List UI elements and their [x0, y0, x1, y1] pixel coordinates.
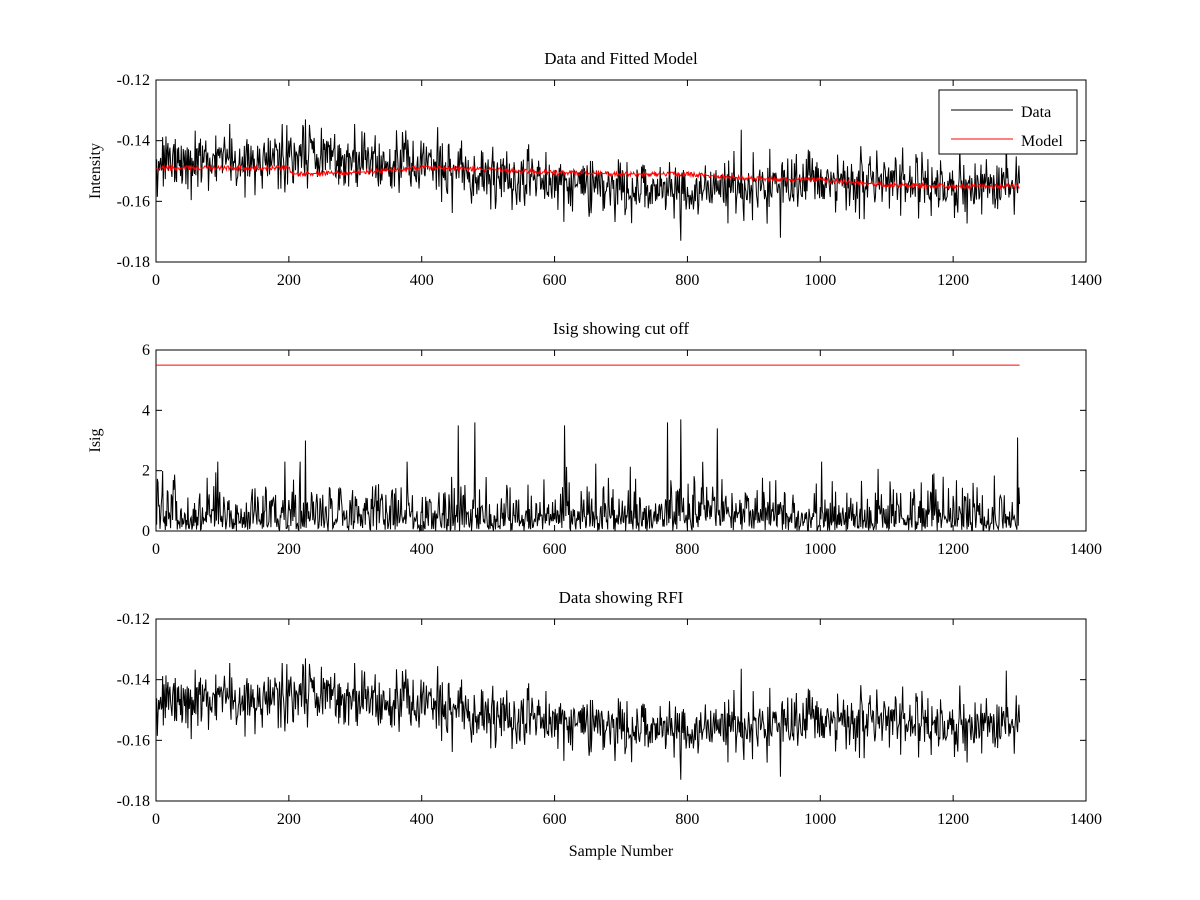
y-tick-label: -0.14 [117, 133, 150, 150]
x-tick-label: 0 [152, 272, 160, 289]
chart-title: Isig showing cut off [553, 319, 689, 338]
x-axis-label: Sample Number [569, 843, 674, 860]
x-tick-label: 1200 [937, 811, 969, 828]
x-tick-label: 1000 [804, 272, 836, 289]
chart-title: Data showing RFI [559, 588, 684, 607]
panel-1: 0 200 400 600 800 1000 1200 1400 -0.12 -0.14 -0.16… [87, 49, 1102, 289]
y-axis-label: Isig [87, 429, 104, 453]
x-tick-label: 400 [410, 541, 434, 558]
x-tick-label: 1200 [937, 541, 969, 558]
x-tick-label: 1000 [804, 541, 836, 558]
y-tick-label: -0.16 [117, 193, 150, 210]
y-tick-label: -0.16 [117, 732, 150, 749]
x-tick-label: 800 [675, 272, 699, 289]
x-tick-label: 600 [543, 541, 567, 558]
x-tick-label: 1400 [1070, 272, 1102, 289]
x-tick-label: 1400 [1070, 541, 1102, 558]
legend-label: Data [1021, 104, 1051, 121]
x-tick-label: 200 [277, 811, 301, 828]
x-tick-label: 200 [277, 541, 301, 558]
y-tick-label: -0.14 [117, 672, 150, 689]
y-tick-label: 4 [142, 402, 150, 419]
y-tick-label: -0.12 [117, 611, 150, 628]
legend-box [938, 89, 1078, 155]
y-tick-label: -0.18 [117, 793, 150, 810]
x-tick-label: 800 [675, 541, 699, 558]
legend-label: Model [1021, 133, 1063, 150]
y-tick-label: -0.12 [117, 72, 150, 89]
y-tick-label: 2 [142, 463, 150, 480]
y-tick-label: -0.18 [117, 254, 150, 271]
panel-3: 0 200 400 600 800 1000 1200 1400 -0.12 -0.14 -0.16… [117, 588, 1102, 860]
legend: Data Model [938, 89, 1078, 155]
series-model-line [156, 164, 1020, 190]
x-tick-label: 600 [543, 811, 567, 828]
x-tick-label: 0 [152, 541, 160, 558]
x-tick-label: 1000 [804, 811, 836, 828]
x-tick-label: 400 [410, 811, 434, 828]
chart-title: Data and Fitted Model [544, 49, 698, 68]
y-tick-label: 6 [142, 342, 150, 359]
panel-2: 0 200 400 600 800 1000 1200 1400 0 2 4 6 Isig showin… [87, 319, 1102, 558]
x-tick-label: 1200 [937, 272, 969, 289]
x-tick-label: 800 [675, 811, 699, 828]
x-tick-label: 600 [543, 272, 567, 289]
x-tick-label: 200 [277, 272, 301, 289]
x-tick-label: 400 [410, 272, 434, 289]
x-tick-label: 1400 [1070, 811, 1102, 828]
y-tick-label: 0 [142, 523, 150, 540]
series-rfi-data-line [156, 658, 1021, 780]
x-tick-label: 0 [152, 811, 160, 828]
y-axis-label: Intensity [87, 143, 104, 199]
series-data-line [156, 119, 1021, 241]
series-isig-line [156, 419, 1021, 533]
